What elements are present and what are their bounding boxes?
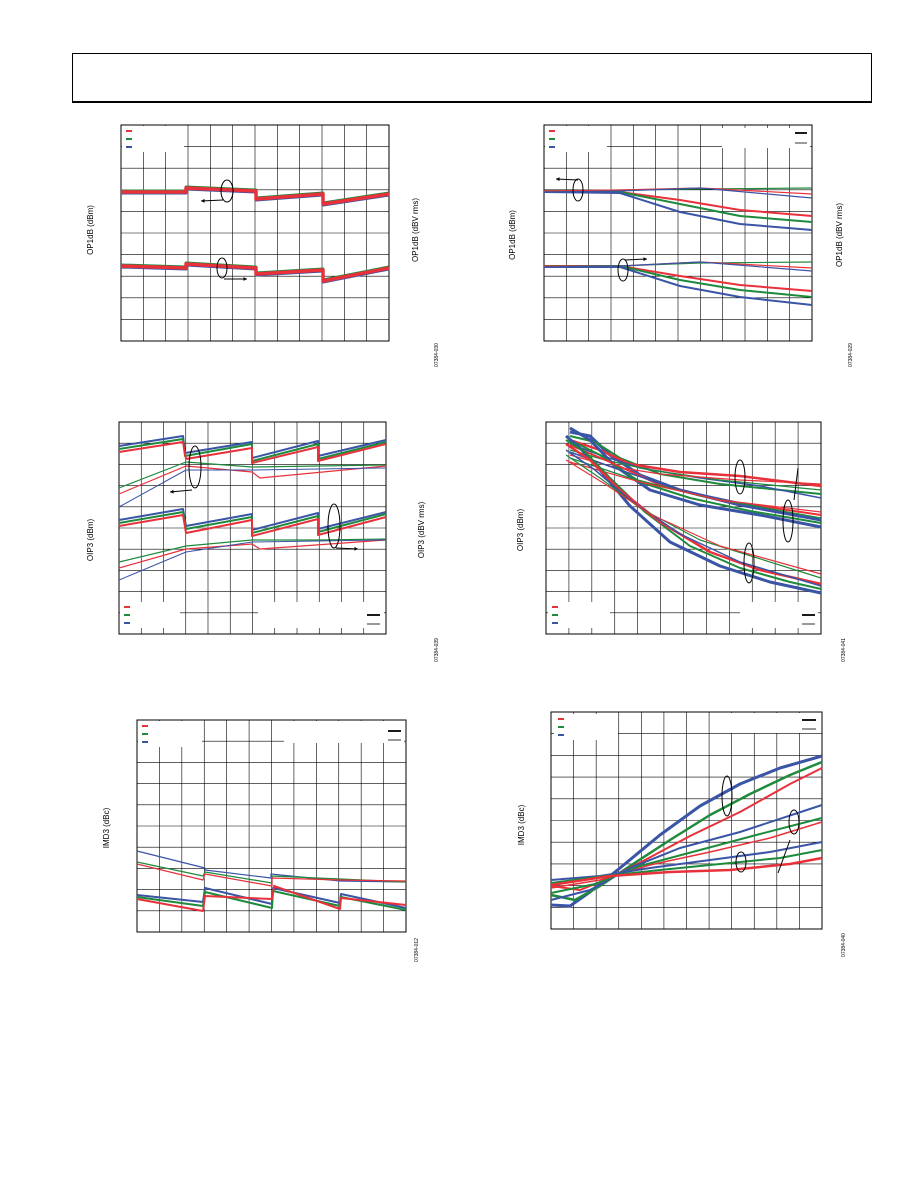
chart-4-marker-ellipse-2	[782, 499, 794, 543]
chart-1-series-red-lower	[120, 262, 390, 283]
chart-3-series-red-upper-a	[118, 441, 387, 464]
chart-5-figure-id: 07384-012	[414, 938, 420, 962]
chart-2-ylabel-right: OP1dB (dBV rms)	[835, 203, 844, 267]
chart-6-legend-box	[554, 714, 618, 740]
chart-2-marker-ellipse-lower	[617, 258, 629, 282]
chart-4-series-blue-6	[569, 426, 822, 529]
chart-6-marker-ellipse-3	[735, 851, 747, 873]
chart-2-arrow-left-head	[556, 177, 560, 182]
chart-5-legend-box-right	[284, 721, 404, 743]
chart-2-series-blue-lower-a	[544, 266, 813, 306]
chart-4-leader-line	[793, 467, 799, 501]
chart-3-arrow-right	[335, 547, 359, 550]
chart-5-ylabel: IMD3 (dBc)	[102, 807, 111, 848]
chart-6-marker-ellipse-2	[788, 809, 800, 835]
chart-6-ylabel: IMD3 (dBc)	[517, 804, 526, 845]
chart-1-ylabel: OP1dB (dBm)	[86, 205, 95, 255]
chart-5-legend-box	[138, 721, 202, 747]
chart-1: OP1dB (dBm) OP1dB (dBV rms) 07384-030	[86, 124, 440, 367]
chart-2-legend-box-right	[722, 128, 810, 148]
chart-3-figure-id: 07384-039	[434, 638, 440, 662]
chart-3-arrow-right-head	[354, 546, 358, 551]
chart-3-series-green-lower-b	[118, 538, 387, 563]
chart-3-legend-box-right	[258, 602, 384, 628]
chart-3-series-blue-lower-b	[118, 539, 387, 581]
chart-4-series-red-8	[569, 444, 822, 516]
chart-6-series-green-1	[550, 760, 823, 902]
chart-4-series-red-14	[565, 442, 822, 586]
chart-1-arrow-left	[200, 199, 224, 202]
chart-3: OIP3 (dBm) OIP3 (dBV rms) 07384-039	[86, 421, 440, 662]
chart-2-arrow-right-head	[643, 257, 647, 262]
chart-4-ylabel: OIP3 (dBm)	[516, 509, 525, 552]
chart-6-legend-box-right	[730, 713, 820, 733]
page-header-box	[72, 53, 872, 103]
chart-2-series-blue-lower-b	[543, 261, 813, 272]
chart-5: IMD3 (dBc) 07384-012	[102, 719, 420, 962]
chart-3-ylabel: OIP3 (dBm)	[86, 519, 95, 562]
chart-3-arrow-left-head	[170, 489, 174, 494]
chart-4-series-green-4	[569, 449, 822, 491]
chart-2-series-blue-upper-b	[543, 187, 813, 199]
chart-3-series-red-lower-b	[118, 539, 387, 569]
chart-4-series-green-13	[565, 439, 822, 590]
chart-4: OIP3 (dBm) 07384-041	[516, 421, 847, 662]
chart-4-series-red-2	[569, 438, 822, 488]
chart-2: OP1dB (dBm) OP1dB (dBV rms) 07384-029	[508, 124, 854, 367]
chart-1-series-red-upper	[121, 186, 390, 206]
chart-6-series-red-2	[550, 767, 823, 891]
chart-1-arrow-right-head	[243, 277, 247, 281]
chart-2-series-blue-upper-a	[543, 191, 813, 231]
chart-4-marker-ellipse-3	[743, 542, 755, 584]
chart-6-series-blue-0	[550, 754, 823, 908]
chart-5-series-red-thick	[136, 885, 407, 912]
chart-4-figure-id: 07384-041	[841, 638, 847, 662]
chart-6-marker-ellipse-1	[721, 775, 733, 817]
chart-1-arrow-left-head	[201, 198, 205, 203]
chart-6-series-red-5	[550, 821, 823, 889]
chart-6-series-red-8	[550, 856, 823, 887]
chart-3-marker-ellipse-upper	[188, 445, 202, 489]
chart-6: IMD3 (dBc) 07384-040	[517, 711, 847, 957]
chart-3-series-green-upper-b	[118, 461, 387, 489]
chart-2-figure-id: 07384-029	[848, 343, 854, 367]
chart-5-series-blue-thin	[136, 850, 407, 883]
chart-6-series-green-4	[550, 817, 823, 894]
chart-2-arrow-right	[624, 258, 648, 261]
chart-1-marker-ellipse-lower	[216, 257, 228, 279]
chart-6-leader-line	[777, 839, 791, 874]
chart-4-marker-ellipse-1	[734, 459, 746, 495]
chart-1-figure-id: 07384-030	[434, 343, 440, 367]
chart-2-ylabel: OP1dB (dBm)	[508, 210, 517, 260]
chart-6-figure-id: 07384-040	[841, 933, 847, 957]
chart-2-arrow-left	[555, 178, 579, 181]
chart-3-marker-ellipse-lower	[327, 503, 341, 549]
chart-4-legend-box	[548, 602, 610, 628]
chart-2-marker-ellipse-upper	[572, 178, 584, 202]
chart-1-legend-box	[122, 126, 184, 152]
chart-2-legend-box	[545, 126, 607, 152]
chart-6-series-blue-6	[550, 841, 823, 881]
chart-6-series-blue-3	[550, 804, 823, 901]
chart-3-arrow-left	[169, 489, 193, 493]
chart-3-ylabel-right: OIP3 (dBV rms)	[417, 501, 426, 558]
chart-3-series-red-lower-a	[118, 514, 387, 537]
chart-3-series-blue-upper-b	[118, 467, 387, 508]
chart-3-series-red-upper-b	[118, 465, 387, 495]
chart-4-series-green-7	[569, 439, 822, 524]
chart-1-marker-ellipse-upper	[220, 179, 234, 203]
chart-1-ylabel-right: OP1dB (dBV rms)	[411, 198, 420, 262]
chart-5-series-red-thin	[136, 863, 407, 887]
